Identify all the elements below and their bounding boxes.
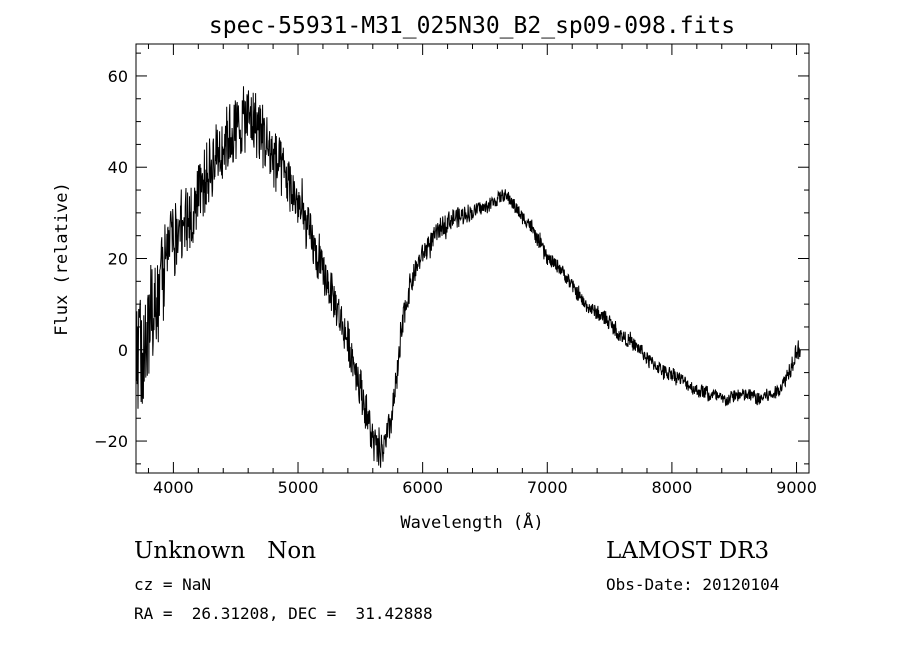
y-axis-label: Flux (relative) — [52, 182, 72, 336]
y-tick-label: 20 — [108, 250, 128, 269]
redshift-label: cz = NaN — [134, 575, 212, 594]
coordinates-label: RA = 26.31208, DEC = 31.42888 — [134, 604, 433, 623]
y-tick-labels: −20 0 20 40 60 — [94, 67, 128, 451]
x-tick-label: 8000 — [652, 478, 693, 497]
x-tick-label: 9000 — [776, 478, 817, 497]
x-tick-label: 6000 — [402, 478, 443, 497]
y-tick-label: 0 — [118, 341, 128, 360]
obs-date-label: Obs-Date: 20120104 — [606, 575, 780, 594]
y-tick-label: 40 — [108, 158, 128, 177]
x-axis-label: Wavelength (Å) — [400, 511, 543, 533]
x-tick-label: 7000 — [527, 478, 568, 497]
survey-label: LAMOST DR3 — [606, 538, 770, 564]
spectrum-series-line — [135, 86, 801, 468]
axis-ticks — [136, 44, 809, 473]
y-tick-label: −20 — [94, 432, 128, 451]
object-class-label: Unknown Non — [134, 538, 317, 564]
y-tick-label: 60 — [108, 67, 128, 86]
x-tick-label: 4000 — [153, 478, 194, 497]
x-tick-labels: 4000 5000 6000 7000 8000 9000 — [153, 478, 817, 497]
chart-title: spec-55931-M31_025N30_B2_sp09-098.fits — [209, 13, 735, 39]
x-tick-label: 5000 — [278, 478, 319, 497]
